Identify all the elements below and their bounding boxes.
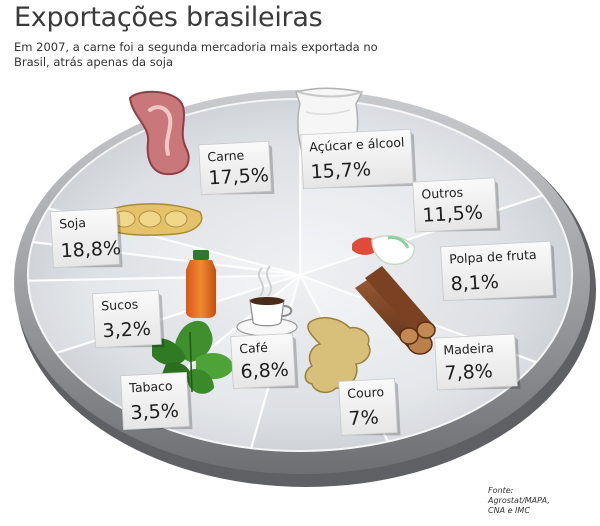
fruit-pulp-icon bbox=[352, 234, 415, 266]
label-card bbox=[338, 378, 398, 436]
label-card bbox=[440, 240, 554, 302]
source-line: CNA e IMC bbox=[488, 506, 530, 515]
slice-label-card: Açúcar e álcool 15,7% bbox=[300, 128, 417, 190]
wood-logs-icon bbox=[355, 266, 436, 355]
slice-divider bbox=[299, 194, 543, 277]
slice-label-card: Café 6,8% bbox=[230, 332, 299, 390]
meat-icon bbox=[128, 90, 190, 176]
slice-label-card: Tabaco 3,5% bbox=[120, 371, 193, 431]
slice-name-label: Sucos bbox=[101, 296, 139, 313]
slice-value-label: 3,5% bbox=[130, 400, 179, 424]
slice-label-card: Soja 18,8% bbox=[50, 207, 123, 269]
slice-value-label: 8,1% bbox=[450, 271, 499, 295]
label-card bbox=[412, 177, 498, 233]
slice-value-label: 3,2% bbox=[102, 318, 151, 342]
slice-name-label: Carne bbox=[207, 147, 245, 164]
slice-value-label: 15,7% bbox=[310, 158, 371, 183]
slice-label-card: Polpa de fruta 8,1% bbox=[440, 240, 557, 302]
slice-name-label: Couro bbox=[347, 384, 385, 401]
slice-label-card: Madeira 7,8% bbox=[434, 333, 521, 391]
slice-name-label: Polpa de fruta bbox=[449, 247, 537, 267]
label-card bbox=[50, 207, 120, 269]
slice-value-label: 17,5% bbox=[208, 164, 269, 189]
label-card bbox=[92, 289, 162, 349]
chart-subtitle: Em 2007, a carne foi a segunda mercadori… bbox=[14, 40, 378, 69]
slice-name-label: Soja bbox=[59, 215, 86, 231]
slice-value-label: 11,5% bbox=[422, 202, 483, 227]
slice-label-card: Sucos 3,2% bbox=[92, 289, 165, 349]
source-line: Fonte: bbox=[488, 486, 514, 495]
slice-value-label: 18,8% bbox=[60, 237, 121, 262]
label-card bbox=[230, 332, 296, 390]
label-card bbox=[434, 333, 518, 391]
juice-bottle-icon bbox=[186, 250, 216, 318]
slice-value-label: 6,8% bbox=[240, 359, 289, 383]
label-card bbox=[198, 140, 272, 196]
label-card bbox=[300, 128, 414, 190]
slice-value-label: 7% bbox=[348, 406, 379, 430]
slice-divider bbox=[28, 273, 301, 282]
slice-name-label: Tabaco bbox=[128, 378, 173, 395]
source-line: Agrostat/MAPA, bbox=[488, 496, 550, 505]
coffee-cup-icon bbox=[236, 265, 298, 337]
chart-title: Exportações brasileiras bbox=[14, 2, 323, 33]
slice-value-label: 7,8% bbox=[444, 360, 493, 384]
pie-slice-outros bbox=[300, 275, 537, 442]
slice-name-label: Café bbox=[239, 340, 269, 356]
slice-label-card: Couro 7% bbox=[338, 378, 401, 436]
slice-name-label: Outros bbox=[421, 185, 463, 202]
leather-hide-icon bbox=[304, 316, 371, 394]
source-note: Fonte: Agrostat/MAPA, CNA e IMC bbox=[488, 486, 588, 516]
slice-name-label: Madeira bbox=[443, 340, 494, 358]
slice-name-label: Açúcar e álcool bbox=[309, 135, 405, 155]
label-card bbox=[120, 371, 190, 431]
